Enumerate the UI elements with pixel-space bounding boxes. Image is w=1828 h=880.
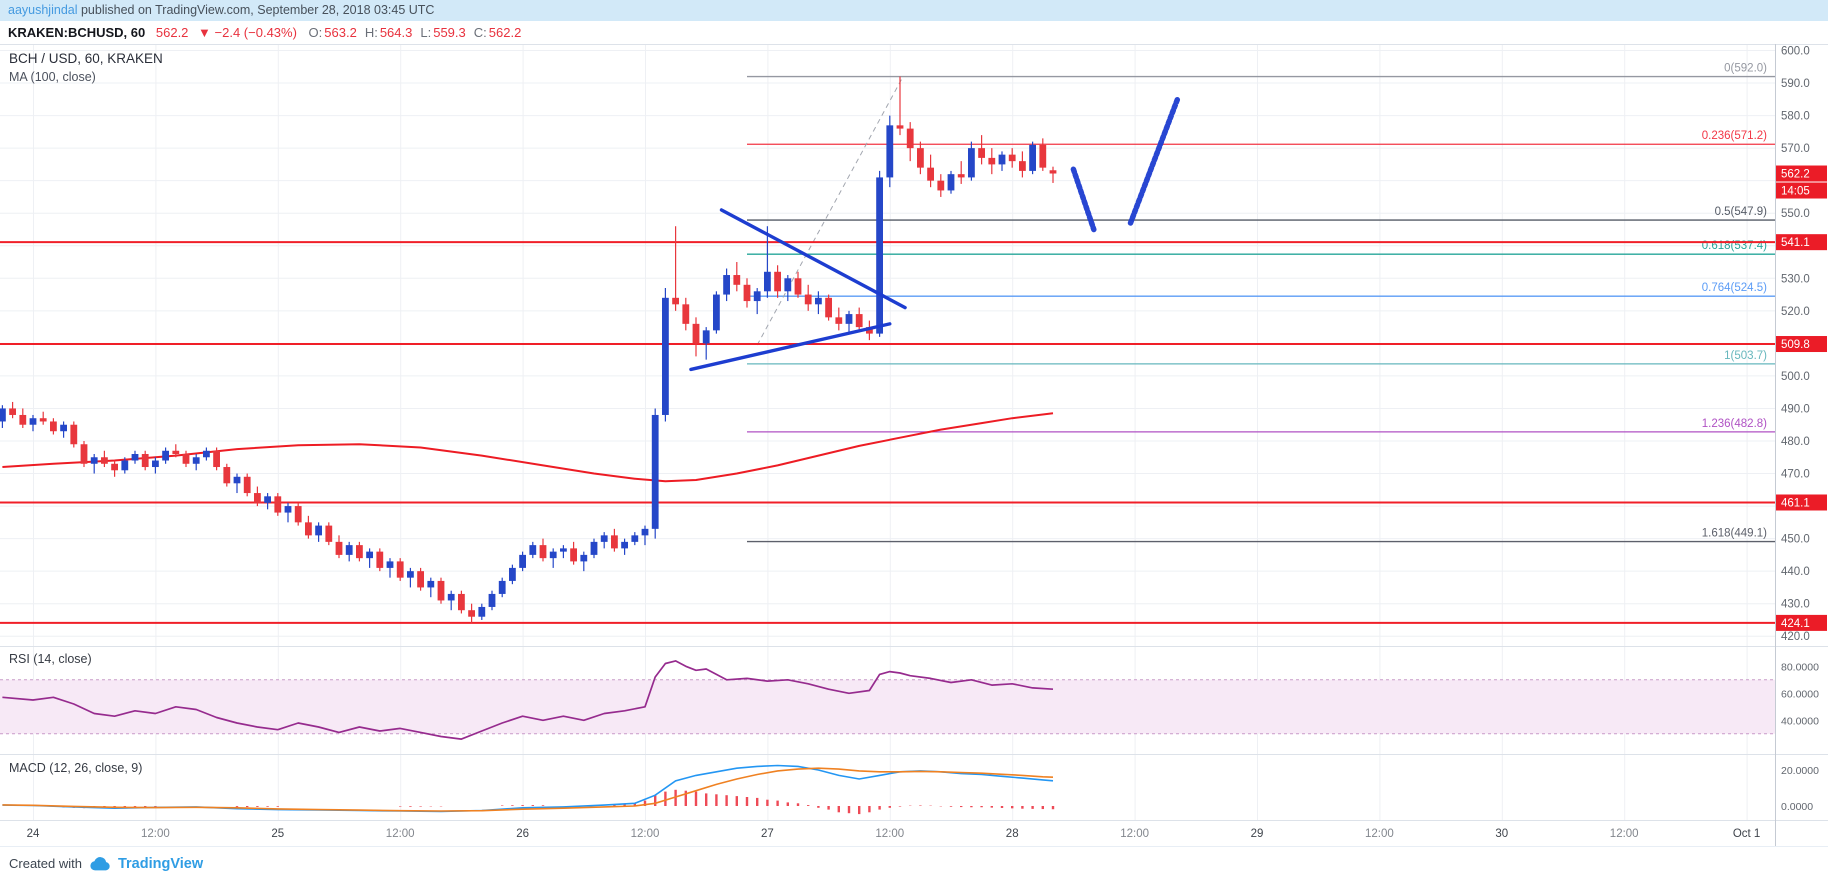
svg-text:0.5(547.9): 0.5(547.9) bbox=[1715, 206, 1768, 218]
publish-author-link[interactable]: aayushjindal bbox=[8, 3, 78, 17]
svg-text:24: 24 bbox=[27, 828, 40, 840]
publish-bar: aayushjindal published on TradingView.co… bbox=[0, 0, 1828, 21]
macd-layer bbox=[2, 764, 1055, 815]
svg-text:60.0000: 60.0000 bbox=[1781, 688, 1819, 700]
tradingview-cloud-icon bbox=[90, 856, 110, 870]
svg-text:480.0: 480.0 bbox=[1781, 436, 1810, 448]
chart-legend-title[interactable]: BCH / USD, 60, KRAKEN bbox=[9, 51, 163, 66]
svg-text:580.0: 580.0 bbox=[1781, 111, 1810, 123]
svg-text:530.0: 530.0 bbox=[1781, 273, 1810, 285]
svg-text:1(503.7): 1(503.7) bbox=[1724, 350, 1767, 362]
svg-text:12:00: 12:00 bbox=[875, 828, 904, 840]
svg-text:40.0000: 40.0000 bbox=[1781, 715, 1819, 727]
svg-text:12:00: 12:00 bbox=[141, 828, 170, 840]
fib-retracement: 0(592.0) 0.236(571.2) 0.5(547.9) 0.618(537.… bbox=[747, 63, 1775, 543]
price-level-badge: 424.1 bbox=[1776, 614, 1827, 631]
last-price-text: 562.2 bbox=[155, 25, 189, 40]
svg-text:500.0: 500.0 bbox=[1781, 371, 1810, 383]
fib-baseline-dashed bbox=[756, 76, 904, 346]
price-level-badge: 541.1 bbox=[1776, 234, 1827, 251]
svg-text:25: 25 bbox=[271, 828, 284, 840]
svg-text:80.0000: 80.0000 bbox=[1781, 661, 1819, 673]
svg-text:26: 26 bbox=[516, 828, 529, 840]
ohlc-key: H: bbox=[364, 25, 378, 40]
svg-text:12:00: 12:00 bbox=[386, 828, 415, 840]
svg-text:30: 30 bbox=[1495, 828, 1508, 840]
ohlc-value: 563.2 bbox=[324, 25, 357, 40]
svg-text:27: 27 bbox=[761, 828, 774, 840]
svg-text:0.236(571.2): 0.236(571.2) bbox=[1702, 130, 1767, 142]
svg-text:0.764(524.5): 0.764(524.5) bbox=[1702, 282, 1767, 294]
time-axis[interactable]: 24 12:00 25 12:00 26 12:00 27 12:00 28 12:00 29 12:… bbox=[27, 828, 1761, 840]
ohlc-key: C: bbox=[473, 25, 487, 40]
pane-borders bbox=[0, 44, 1828, 846]
svg-text:0(592.0): 0(592.0) bbox=[1724, 63, 1767, 75]
svg-text:430.0: 430.0 bbox=[1781, 599, 1810, 611]
svg-text:424.1: 424.1 bbox=[1781, 618, 1810, 630]
svg-text:28: 28 bbox=[1006, 828, 1019, 840]
svg-text:0.618(537.4): 0.618(537.4) bbox=[1702, 240, 1767, 252]
publish-info-text: published on TradingView.com, September … bbox=[77, 3, 435, 17]
sr-lines bbox=[0, 241, 1775, 624]
svg-text:470.0: 470.0 bbox=[1781, 469, 1810, 481]
ma-line bbox=[2, 412, 1054, 483]
ohlc-key: L: bbox=[420, 25, 432, 40]
price-axis[interactable]: 600.0 590.0 580.0 570.0 550.0 530.0 520.0 500.0… bbox=[1781, 46, 1819, 813]
svg-text:461.1: 461.1 bbox=[1781, 497, 1810, 509]
svg-text:420.0: 420.0 bbox=[1781, 631, 1810, 643]
svg-text:12:00: 12:00 bbox=[1120, 828, 1149, 840]
candles-layer bbox=[0, 76, 1057, 624]
svg-text:14:05: 14:05 bbox=[1781, 186, 1810, 198]
svg-text:0.0000: 0.0000 bbox=[1781, 801, 1813, 813]
svg-text:Oct 1: Oct 1 bbox=[1733, 828, 1760, 840]
svg-text:509.8: 509.8 bbox=[1781, 339, 1810, 351]
rsi-legend[interactable]: RSI (14, close) bbox=[9, 652, 92, 666]
svg-text:1.236(482.8): 1.236(482.8) bbox=[1702, 418, 1767, 430]
svg-text:541.1: 541.1 bbox=[1781, 237, 1810, 249]
created-with-text: Created with bbox=[9, 856, 82, 871]
price-level-badge: 509.8 bbox=[1776, 336, 1827, 353]
drawn-trend-lines[interactable] bbox=[689, 96, 1181, 372]
bar-countdown-badge: 14:05 bbox=[1776, 182, 1827, 199]
symbol-name[interactable]: KRAKEN:BCHUSD, 60 bbox=[8, 25, 146, 40]
svg-text:12:00: 12:00 bbox=[1365, 828, 1394, 840]
svg-text:12:00: 12:00 bbox=[1610, 828, 1639, 840]
svg-text:1.618(449.1): 1.618(449.1) bbox=[1702, 528, 1767, 540]
price-level-badge: 461.1 bbox=[1776, 494, 1827, 511]
svg-text:590.0: 590.0 bbox=[1781, 78, 1810, 90]
ohlc-value: 562.2 bbox=[488, 25, 522, 40]
svg-text:570.0: 570.0 bbox=[1781, 143, 1810, 155]
footer: Created with TradingView bbox=[0, 846, 1828, 880]
ma-legend[interactable]: MA (100, close) bbox=[9, 70, 96, 84]
rsi-line bbox=[2, 660, 1054, 740]
svg-text:550.0: 550.0 bbox=[1781, 208, 1810, 220]
svg-text:450.0: 450.0 bbox=[1781, 534, 1810, 546]
ohlc-key: O: bbox=[308, 25, 323, 40]
rsi-band bbox=[0, 679, 1775, 735]
ohlc-value: 559.3 bbox=[433, 25, 466, 40]
tradingview-brand[interactable]: TradingView bbox=[117, 855, 204, 872]
ohlc-values: O: 563.2 H: 564.3 L: 559.3 C: 562.2 bbox=[301, 25, 522, 40]
ohlc-value: 564.3 bbox=[379, 25, 413, 40]
symbol-bar: KRAKEN:BCHUSD, 60 562.2 ▼ −2.4 (−0.43%) … bbox=[0, 21, 1828, 44]
svg-text:29: 29 bbox=[1251, 828, 1264, 840]
last-price-badge: 562.2 bbox=[1776, 165, 1827, 182]
svg-text:20.0000: 20.0000 bbox=[1781, 765, 1819, 777]
price-change-text: ▼ −2.4 (−0.43%) bbox=[198, 25, 297, 40]
svg-text:12:00: 12:00 bbox=[631, 828, 660, 840]
svg-text:440.0: 440.0 bbox=[1781, 566, 1810, 578]
macd-legend[interactable]: MACD (12, 26, close, 9) bbox=[9, 761, 143, 775]
svg-text:562.2: 562.2 bbox=[1781, 169, 1810, 181]
chart-legend: BCH / USD, 60, KRAKEN MA (100, close) bbox=[9, 51, 163, 84]
svg-text:520.0: 520.0 bbox=[1781, 306, 1810, 318]
svg-text:490.0: 490.0 bbox=[1781, 403, 1810, 415]
svg-text:600.0: 600.0 bbox=[1781, 46, 1810, 58]
